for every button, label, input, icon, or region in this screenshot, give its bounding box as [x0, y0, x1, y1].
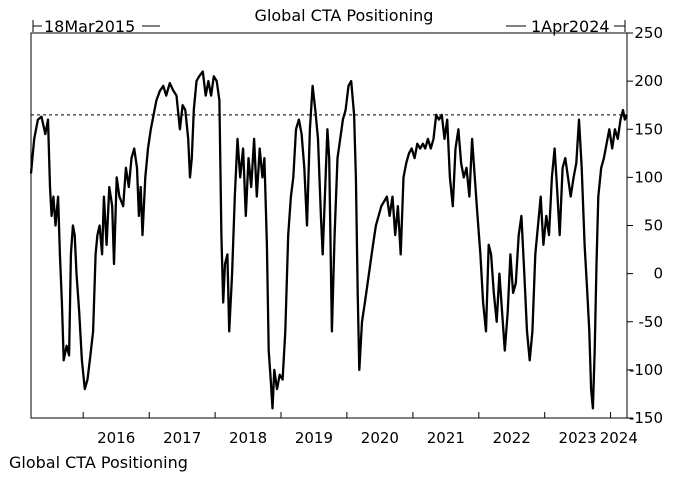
x-tick-label: 2018 [229, 429, 267, 447]
x-tick-label: 2021 [427, 429, 465, 447]
y-tick-label: -150 [629, 409, 663, 427]
y-tick-label: 250 [634, 24, 663, 42]
cta-positioning-line [29, 70, 629, 410]
x-tick-label: 2023 [559, 429, 597, 447]
x-axis: 2016 2017 2018 2019 2020 2021 2022 2023 2024 [82, 412, 638, 447]
chart-title: Global CTA Positioning [255, 6, 434, 25]
x-tick-label: 2024 [600, 429, 638, 447]
end-date-label: 1Apr2024 [531, 17, 610, 36]
y-tick-label: 50 [644, 217, 663, 235]
y-tick-label: 150 [634, 120, 663, 138]
y-tick-label: -50 [639, 313, 664, 331]
start-date-label: 18Mar2015 [44, 17, 135, 36]
y-tick-label: -100 [629, 361, 663, 379]
y-tick-label: 200 [634, 72, 663, 90]
x-tick-label: 2017 [163, 429, 201, 447]
footer-label: Global CTA Positioning [9, 453, 188, 472]
y-axis: 250 200 150 100 50 0 -50 -100 -150 [627, 24, 663, 427]
x-tick-label: 2016 [97, 429, 135, 447]
x-tick-label: 2019 [295, 429, 333, 447]
start-date-marker: 18Mar2015 [32, 17, 160, 36]
y-tick-label: 100 [634, 168, 663, 186]
x-tick-label: 2020 [361, 429, 399, 447]
x-tick-label: 2022 [493, 429, 531, 447]
y-tick-label: 0 [653, 265, 663, 283]
end-date-marker: 1Apr2024 [506, 17, 626, 36]
